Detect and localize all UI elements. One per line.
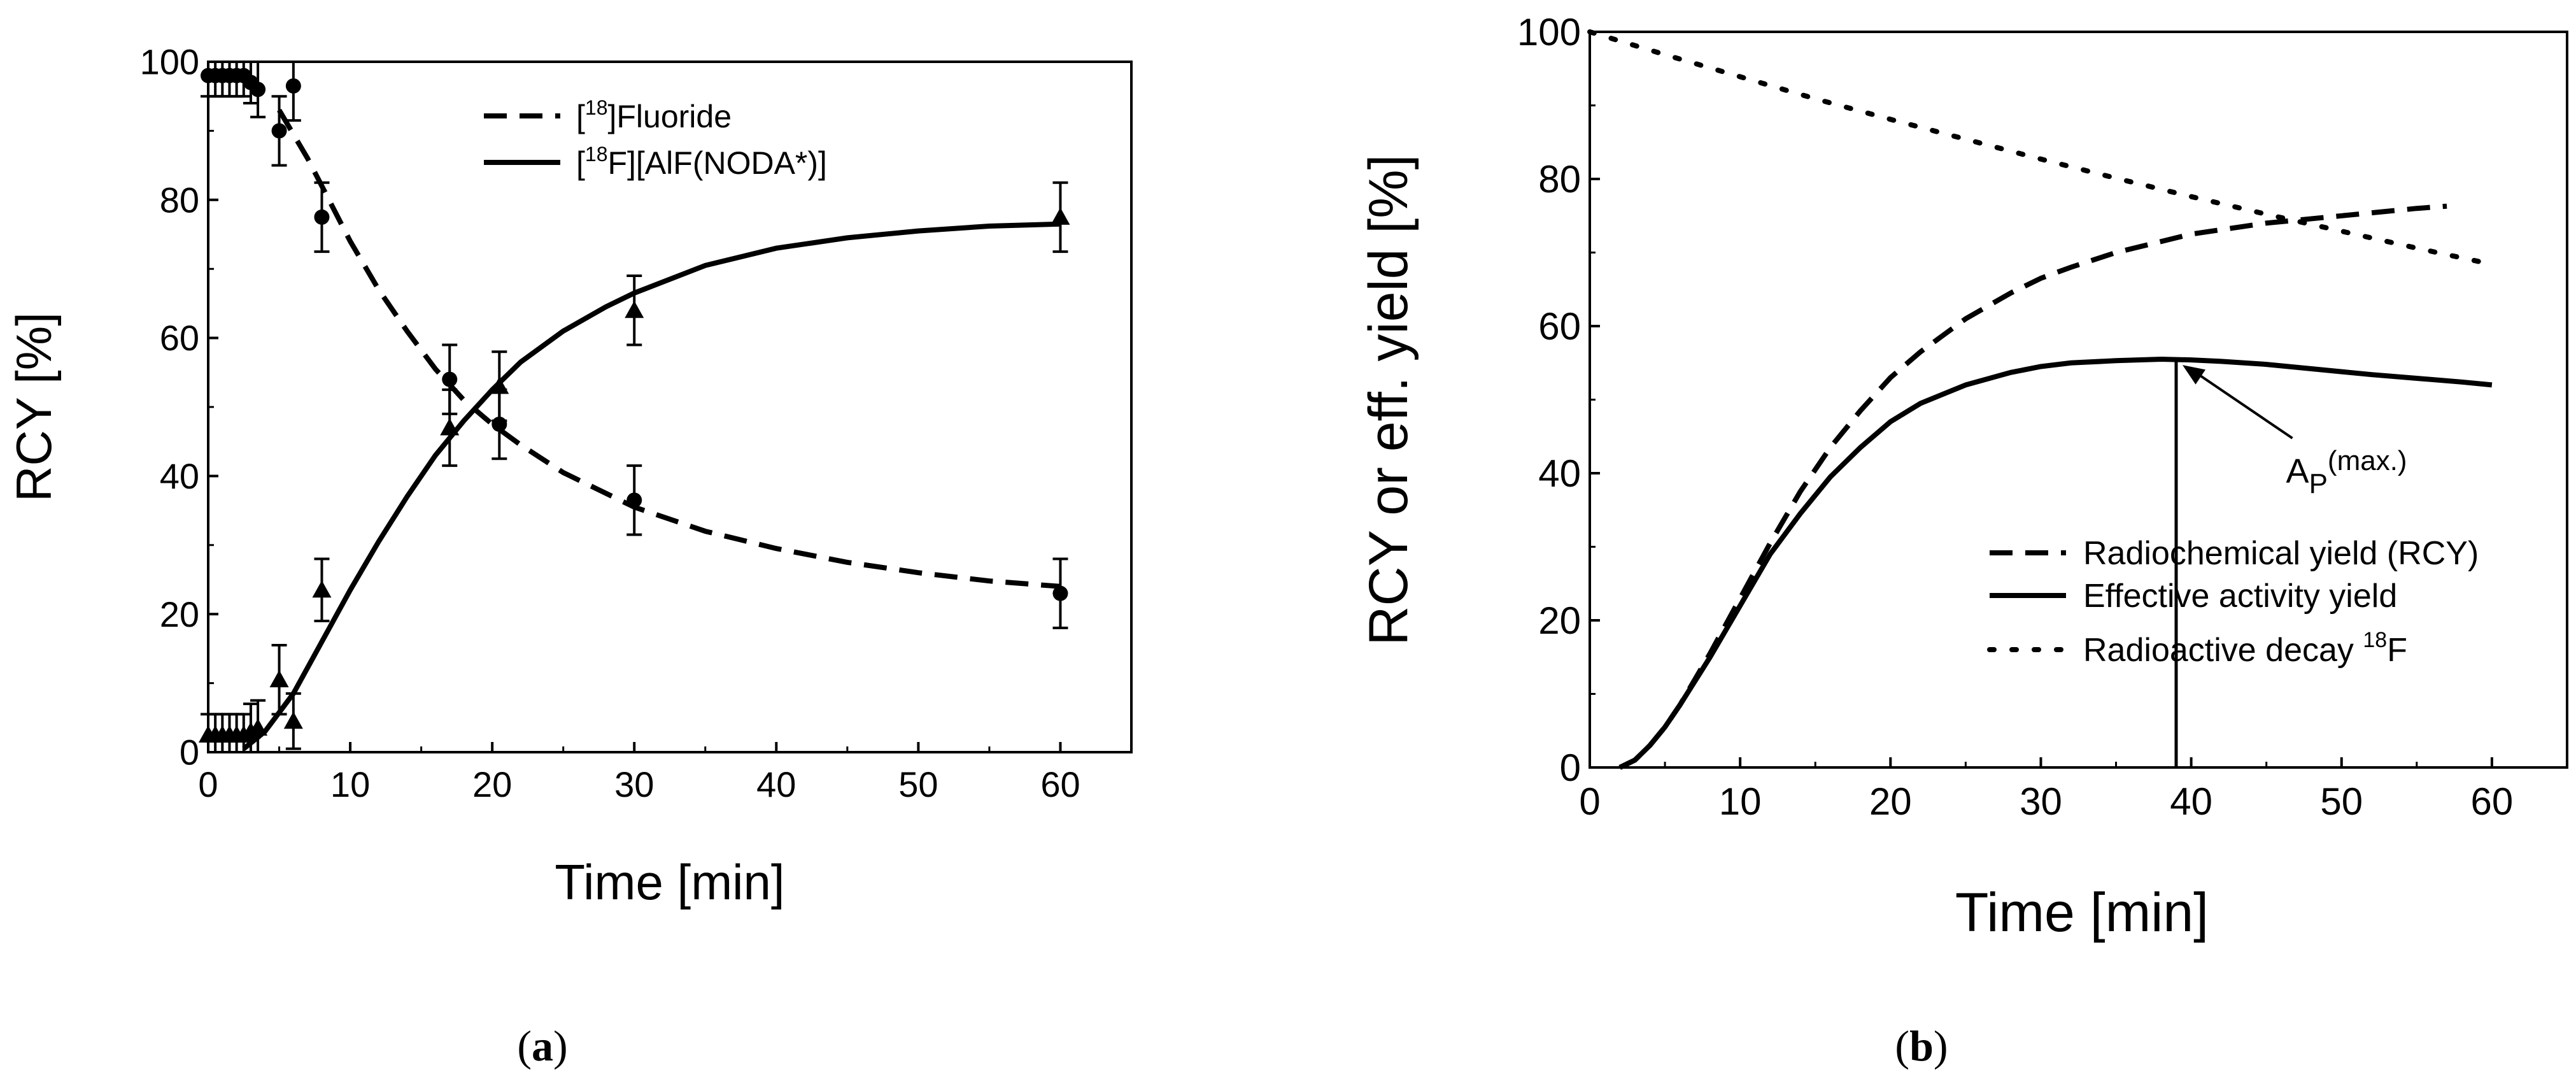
chart-a-marker-circle <box>271 123 287 139</box>
chart-b-x-tick-label: 50 <box>2320 780 2363 823</box>
chart-a-point-alf-noda <box>625 275 644 346</box>
chart-b-x-ticks: 0 10 20 30 40 50 60 <box>1579 757 2568 823</box>
chart-a-point-alf-noda <box>248 699 268 752</box>
chart-a-x-tick-label: 40 <box>756 764 796 804</box>
chart-a-point-fluoride <box>250 61 266 118</box>
chart-a-y-ticks: 0 20 40 60 80 100 <box>140 42 218 773</box>
chart-a-x-tick-label: 10 <box>330 764 370 804</box>
chart-a-x-axis-title: Time [min] <box>555 854 784 910</box>
chart-a-y-axis-title: RCY [%] <box>6 312 62 502</box>
chart-b-legend-label-effective: Effective activity yield <box>2083 578 2397 615</box>
chart-b-x-tick-label: 0 <box>1579 780 1600 823</box>
chart-a: 0 10 20 30 40 50 60 0 20 40 60 80 100 Time [min] RC… <box>6 42 1133 1070</box>
chart-a-marker-triangle <box>269 670 289 688</box>
chart-a-fit-line-alf-noda <box>242 221 1061 751</box>
chart-a-marker-circle <box>314 209 330 225</box>
chart-b-legend-label-rcy: Radiochemical yield (RCY) <box>2083 535 2479 572</box>
chart-b-x-axis-title: Time [min] <box>1955 882 2209 943</box>
chart-a-x-tick-label: 30 <box>614 764 654 804</box>
chart-b-axes <box>1589 31 2568 769</box>
chart-a-marker-triangle <box>312 580 332 598</box>
chart-a-point-alf-noda <box>269 643 289 716</box>
chart-a-x-tick-label: 50 <box>898 764 938 804</box>
chart-b: 0 10 20 30 40 50 60 0 20 40 60 80 100 AP(max.) Time… <box>1358 11 2568 1070</box>
chart-b-legend-label-decay: Radioactive decay 18F <box>2083 628 2407 669</box>
chart-a-fit-lines <box>242 108 1061 751</box>
chart-a-marker-triangle <box>283 711 303 729</box>
chart-a-data-points <box>199 61 1070 752</box>
chart-a-marker-triangle <box>1051 207 1070 225</box>
chart-b-y-tick-label: 80 <box>1538 158 1581 201</box>
chart-a-point-alf-noda <box>1051 181 1070 253</box>
chart-a-point-fluoride <box>1052 557 1068 629</box>
chart-a-marker-circle <box>626 492 642 508</box>
chart-a-marker-triangle <box>490 376 509 394</box>
chart-a-point-fluoride <box>626 464 642 536</box>
chart-a-marker-triangle <box>625 301 644 318</box>
chart-b-line-decay <box>1587 29 2495 267</box>
chart-a-point-fluoride <box>271 95 287 167</box>
chart-a-marker-circle <box>285 78 301 94</box>
chart-a-marker-triangle <box>248 718 268 736</box>
chart-b-plot-frame <box>1589 31 2568 769</box>
chart-a-y-tick-label: 0 <box>180 732 199 773</box>
chart-a-x-ticks: 0 10 20 30 40 50 60 <box>198 742 1133 804</box>
chart-a-caption: (a) <box>517 1022 567 1070</box>
chart-b-annotation: AP(max.) <box>2174 360 2407 767</box>
chart-b-y-ticks: 0 20 40 60 80 100 <box>1517 11 1600 789</box>
chart-a-marker-circle <box>250 82 266 97</box>
chart-a-point-alf-noda <box>312 557 332 623</box>
chart-a-legend-label-fluoride: [18]Fluoride <box>576 96 732 134</box>
chart-b-y-tick-label: 20 <box>1538 599 1581 642</box>
chart-a-point-alf-noda <box>440 388 460 467</box>
chart-b-y-tick-label: 100 <box>1517 11 1581 53</box>
chart-b-legend: Radiochemical yield (RCY) Effective acti… <box>1987 535 2479 669</box>
chart-b-y-tick-label: 40 <box>1538 452 1581 495</box>
chart-b-y-tick-label: 0 <box>1560 746 1581 789</box>
chart-b-y-tick-label: 60 <box>1538 305 1581 348</box>
chart-b-x-tick-label: 20 <box>1869 780 1912 823</box>
chart-b-x-tick-label: 30 <box>2020 780 2062 823</box>
chart-a-legend: [18]Fluoride [18F][AlF(NODA*)] <box>484 96 827 181</box>
chart-b-line-effective <box>1618 356 2493 770</box>
chart-a-point-alf-noda <box>283 692 303 750</box>
chart-b-x-tick-label: 60 <box>2471 780 2514 823</box>
chart-b-x-tick-label: 40 <box>2170 780 2212 823</box>
chart-a-y-tick-label: 40 <box>160 456 199 496</box>
chart-a-marker-circle <box>1052 585 1068 601</box>
chart-b-x-tick-label: 10 <box>1719 780 1762 823</box>
chart-a-point-fluoride <box>314 181 330 253</box>
chart-a-legend-label-alf-noda: [18F][AlF(NODA*)] <box>576 143 827 181</box>
chart-a-y-tick-label: 20 <box>160 594 199 634</box>
chart-a-x-tick-label: 20 <box>472 764 512 804</box>
chart-a-x-tick-label: 60 <box>1040 764 1080 804</box>
chart-a-y-tick-label: 60 <box>160 318 199 358</box>
chart-b-lines <box>1587 29 2495 770</box>
chart-a-marker-circle <box>442 371 458 387</box>
chart-b-annotation-label: AP(max.) <box>2286 445 2407 499</box>
chart-a-y-tick-label: 80 <box>160 180 199 220</box>
chart-b-annotation-arrowhead <box>2183 365 2206 385</box>
chart-a-marker-triangle <box>440 418 460 436</box>
chart-a-x-tick-label: 0 <box>198 764 218 804</box>
chart-a-y-tick-label: 100 <box>140 42 199 82</box>
chart-a-point-alf-noda <box>490 350 509 422</box>
chart-b-y-axis-title: RCY or eff. yield [%] <box>1358 154 1419 645</box>
chart-b-annotation-arrow <box>2193 370 2293 439</box>
chart-a-point-fluoride <box>285 62 301 122</box>
chart-b-caption: (b) <box>1895 1022 1948 1070</box>
